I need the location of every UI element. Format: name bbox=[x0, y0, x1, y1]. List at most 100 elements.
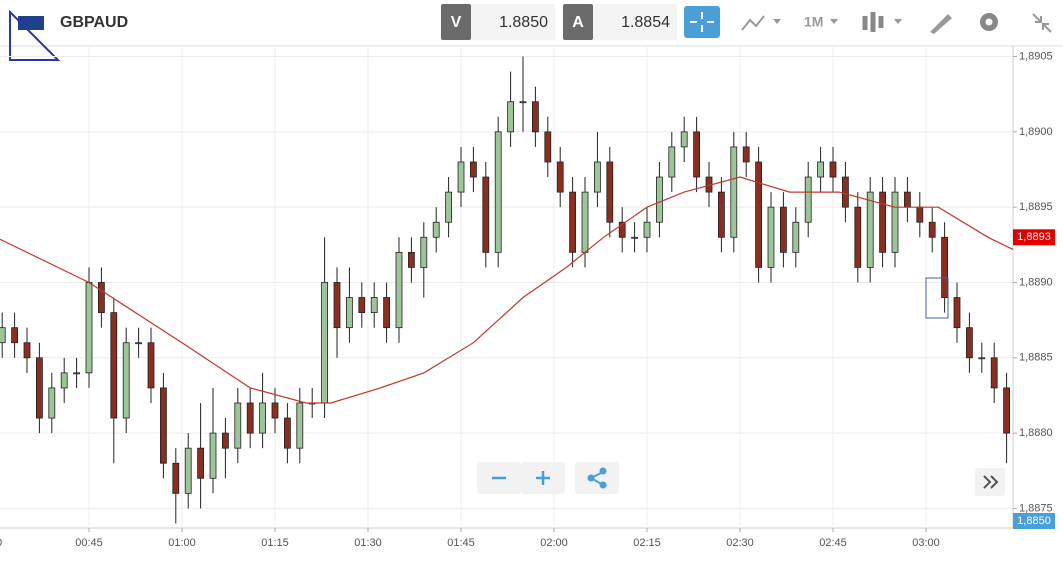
symbol[interactable]: GBPAUD bbox=[60, 14, 128, 31]
candle-body bbox=[122, 342, 130, 419]
candle-body bbox=[693, 131, 700, 178]
collapse-icon[interactable] bbox=[1032, 13, 1052, 33]
candle-body bbox=[209, 432, 217, 479]
x-tick-label: 02:45 bbox=[819, 537, 847, 549]
candle-body bbox=[767, 206, 775, 268]
bid-price: 1.8850 bbox=[499, 14, 548, 31]
candle-body bbox=[85, 282, 93, 374]
y-tick-label: 1,8895 bbox=[1019, 201, 1053, 213]
share-dot bbox=[599, 467, 607, 475]
x-tick-label: 01:30 bbox=[354, 537, 382, 549]
candle-body bbox=[197, 447, 205, 479]
x-tick-label: 03:00 bbox=[912, 537, 940, 549]
plot-area bbox=[0, 56, 1013, 524]
selection-box bbox=[925, 277, 949, 319]
dropdown-arrow bbox=[894, 19, 902, 24]
candle-body bbox=[953, 297, 961, 329]
candle-body bbox=[780, 206, 787, 253]
candle-body bbox=[221, 432, 229, 449]
bid-tag: V bbox=[451, 14, 462, 31]
candle-body bbox=[631, 236, 638, 239]
candle-body bbox=[11, 327, 18, 344]
candle-body bbox=[668, 146, 676, 178]
candle-body bbox=[606, 161, 614, 223]
candle-body bbox=[482, 176, 490, 253]
scroll-icon bbox=[983, 475, 999, 489]
share-dot bbox=[599, 481, 607, 489]
last-price-tag bbox=[1013, 513, 1055, 529]
candle-body bbox=[395, 251, 403, 329]
candle-body bbox=[594, 161, 601, 193]
candle-body bbox=[321, 282, 329, 404]
candle-body bbox=[966, 327, 973, 359]
share-button[interactable] bbox=[575, 462, 619, 494]
candle-body bbox=[916, 206, 924, 223]
candle-body bbox=[990, 357, 998, 389]
candle-body bbox=[755, 161, 762, 268]
candle-body bbox=[283, 417, 291, 449]
candle-body bbox=[817, 161, 824, 178]
candle-body bbox=[718, 191, 725, 238]
candle-body bbox=[928, 221, 936, 238]
x-tick-label: 02:15 bbox=[633, 537, 661, 549]
candle-icon[interactable] bbox=[862, 12, 884, 32]
candle-body bbox=[420, 236, 428, 268]
candle-body bbox=[36, 357, 43, 419]
candle-body bbox=[507, 101, 515, 133]
candle-body bbox=[432, 221, 440, 238]
y-tick-label: 1,8875 bbox=[1019, 502, 1053, 514]
ask-tag: A bbox=[572, 14, 584, 31]
candle-body bbox=[457, 161, 465, 193]
candle-body bbox=[941, 236, 948, 298]
logo bbox=[9, 9, 61, 61]
candle-body bbox=[556, 161, 564, 193]
candle-body bbox=[854, 206, 862, 268]
candle-body bbox=[333, 282, 341, 329]
candle-body bbox=[445, 191, 453, 223]
x-tick-label: 00:45 bbox=[75, 537, 103, 549]
candle-body bbox=[407, 251, 415, 268]
y-tick-label: 1,8880 bbox=[1019, 427, 1053, 439]
crosshair-button[interactable] bbox=[684, 6, 720, 38]
candle-body bbox=[742, 146, 750, 163]
crosshair-icon bbox=[690, 12, 714, 32]
candle-body bbox=[234, 402, 242, 449]
candle-body bbox=[569, 191, 576, 253]
candle-body bbox=[792, 221, 800, 253]
y-axis: 1,8875 1,8880 1,8885 1,8890 1,8895 1,8900 1,89… bbox=[1013, 50, 1055, 514]
candle-body bbox=[48, 387, 56, 419]
candle-body bbox=[172, 462, 180, 494]
candle-body bbox=[532, 101, 539, 133]
candle-body bbox=[383, 297, 391, 329]
candle-body bbox=[519, 101, 527, 104]
ask-tag-bg bbox=[563, 4, 593, 40]
candle-body bbox=[978, 357, 986, 360]
candle-body bbox=[370, 297, 378, 314]
x-tick-label: 30 bbox=[0, 537, 2, 549]
candle-body bbox=[656, 176, 663, 223]
candle-body bbox=[544, 131, 552, 163]
bid-box[interactable] bbox=[471, 4, 555, 40]
settings-icon-hole bbox=[985, 18, 993, 26]
candle-body bbox=[271, 402, 279, 419]
bid-tag-bg bbox=[441, 4, 471, 40]
draw-icon[interactable] bbox=[930, 14, 952, 34]
candle-body bbox=[680, 131, 688, 148]
x-tick-label: 03 bbox=[1013, 537, 1025, 549]
y-tick-label: 1,8900 bbox=[1019, 126, 1053, 138]
timeframe[interactable]: 1M bbox=[804, 14, 823, 30]
candle-body bbox=[581, 191, 589, 253]
candle-body bbox=[147, 342, 155, 389]
ask-box[interactable] bbox=[593, 4, 677, 40]
moving-average bbox=[0, 176, 1013, 404]
candle-body bbox=[891, 191, 899, 253]
share-dot bbox=[587, 474, 595, 482]
chart-type-icon[interactable] bbox=[741, 15, 765, 31]
candle-body bbox=[879, 191, 886, 253]
flag-icon bbox=[18, 16, 44, 30]
candle-body bbox=[259, 402, 267, 434]
candle-body bbox=[159, 387, 167, 464]
x-tick-label: 02:30 bbox=[726, 537, 754, 549]
candle-body bbox=[1003, 387, 1010, 434]
candle-body bbox=[469, 161, 477, 178]
